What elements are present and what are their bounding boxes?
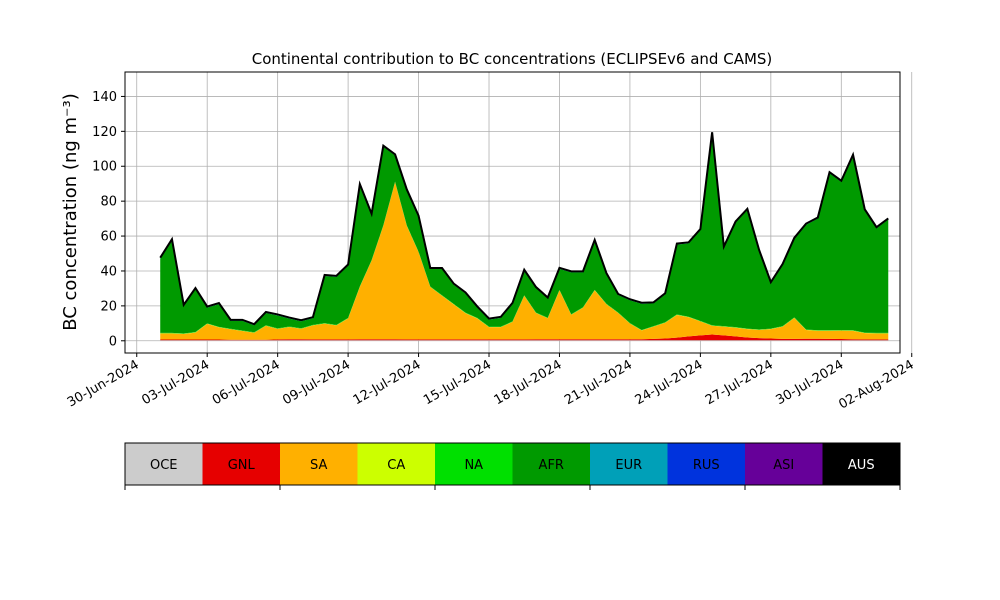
- legend-label-afr: AFR: [539, 458, 564, 473]
- legend-swatch-na: [435, 443, 513, 485]
- legend-swatch-eur: [590, 443, 668, 485]
- y-tick-label: 40: [100, 264, 117, 279]
- y-tick-label: 80: [100, 195, 117, 210]
- legend-swatch-afr: [512, 443, 590, 485]
- area-sa: [160, 182, 889, 340]
- y-tick-label: 140: [92, 90, 117, 105]
- area-gnl: [160, 334, 889, 341]
- legend-label-ca: CA: [387, 458, 405, 473]
- legend-label-sa: SA: [310, 458, 327, 473]
- legend-swatch-gnl: [202, 443, 280, 485]
- legend-swatch-oce: [125, 443, 203, 485]
- y-tick-label: 20: [100, 299, 117, 314]
- legend-label-gnl: GNL: [228, 458, 256, 473]
- chart-title: Continental contribution to BC concentra…: [252, 50, 773, 68]
- legend-swatch-asi: [745, 443, 823, 485]
- legend: OCE GNL SA CA NA AFR EUR RUS ASI AUS: [124, 442, 901, 490]
- legend-swatch-aus: [822, 443, 900, 485]
- legend-frame: [124, 442, 901, 486]
- y-axis-label: BC concentration (ng m⁻³): [60, 93, 81, 331]
- area-oce: [160, 340, 889, 341]
- y-tick-label: 60: [100, 230, 117, 245]
- legend-label-asi: ASI: [773, 458, 794, 473]
- legend-label-rus: RUS: [693, 458, 720, 473]
- total-line: [159, 132, 889, 326]
- legend-label-oce: OCE: [150, 458, 178, 473]
- legend-label-na: NA: [464, 458, 483, 473]
- legend-swatch-rus: [667, 443, 745, 485]
- legend-label-aus: AUS: [848, 458, 875, 473]
- stacked-areas: [159, 132, 889, 341]
- axes-frame: [124, 71, 901, 354]
- y-tick-label: 120: [92, 125, 117, 140]
- legend-swatch-ca: [357, 443, 435, 485]
- y-tick-label: 100: [92, 160, 117, 175]
- y-tick-label: 0: [109, 334, 117, 349]
- legend-swatch-sa: [280, 443, 358, 485]
- legend-label-eur: EUR: [615, 458, 642, 473]
